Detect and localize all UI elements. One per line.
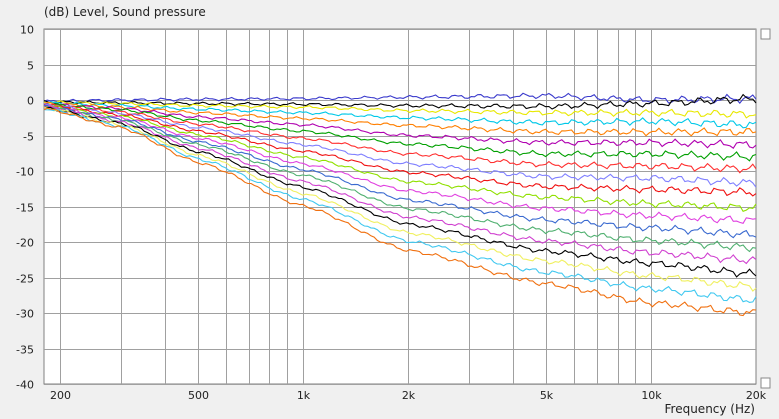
series-line [43,100,757,119]
y-tick-label: -25 [16,273,34,286]
series-line [43,104,757,197]
x-tick-label: 10k [641,389,662,402]
y-tick-label: -40 [16,379,34,392]
series-line [43,101,757,137]
series-line [43,107,757,317]
series-lines [43,92,757,317]
y-tick-label: 0 [27,95,34,108]
y-tick-label: -35 [16,344,34,357]
series-line [43,108,757,303]
series-line [43,105,757,212]
series-line [44,101,757,129]
y-tick-label: -10 [16,166,34,179]
plot-area [43,28,757,385]
series-line [43,106,757,292]
x-tick-label: 2k [402,389,416,402]
x-tick-label: 500 [188,389,209,402]
x-tick-label: 20k [746,389,767,402]
y-tick-label: -30 [16,308,34,321]
y-tick-label: -20 [16,237,34,250]
x-tick-label: 200 [50,389,71,402]
y-tick-label: 10 [20,24,34,37]
series-line [43,106,757,265]
series-line [43,105,757,224]
grid [44,29,756,385]
x-tick-label: 1k [297,389,311,402]
series-line [43,93,757,110]
y-tick-label: -15 [16,202,34,215]
series-line [43,92,757,104]
series-line [43,106,757,253]
x-tick-label: 5k [540,389,554,402]
x-axis-ticks: 200 500 1k 2k 5k 10k 20k [50,389,767,402]
series-line [43,102,757,188]
scroll-handle-bottom[interactable] [760,377,771,389]
series-line [43,103,757,162]
chart-title: (dB) Level, Sound pressure [44,5,206,19]
series-line [43,104,757,239]
y-tick-label: 5 [27,60,34,73]
series-line [43,103,757,174]
series-line [43,106,757,278]
y-axis-ticks: 10 5 0 -5 -10 -15 -20 -25 -30 -35 -40 [16,24,34,392]
series-line [43,103,757,149]
x-axis-label: Frequency (Hz) [664,402,756,416]
y-tick-label: -5 [23,131,34,144]
scroll-handle-top[interactable] [760,28,771,40]
